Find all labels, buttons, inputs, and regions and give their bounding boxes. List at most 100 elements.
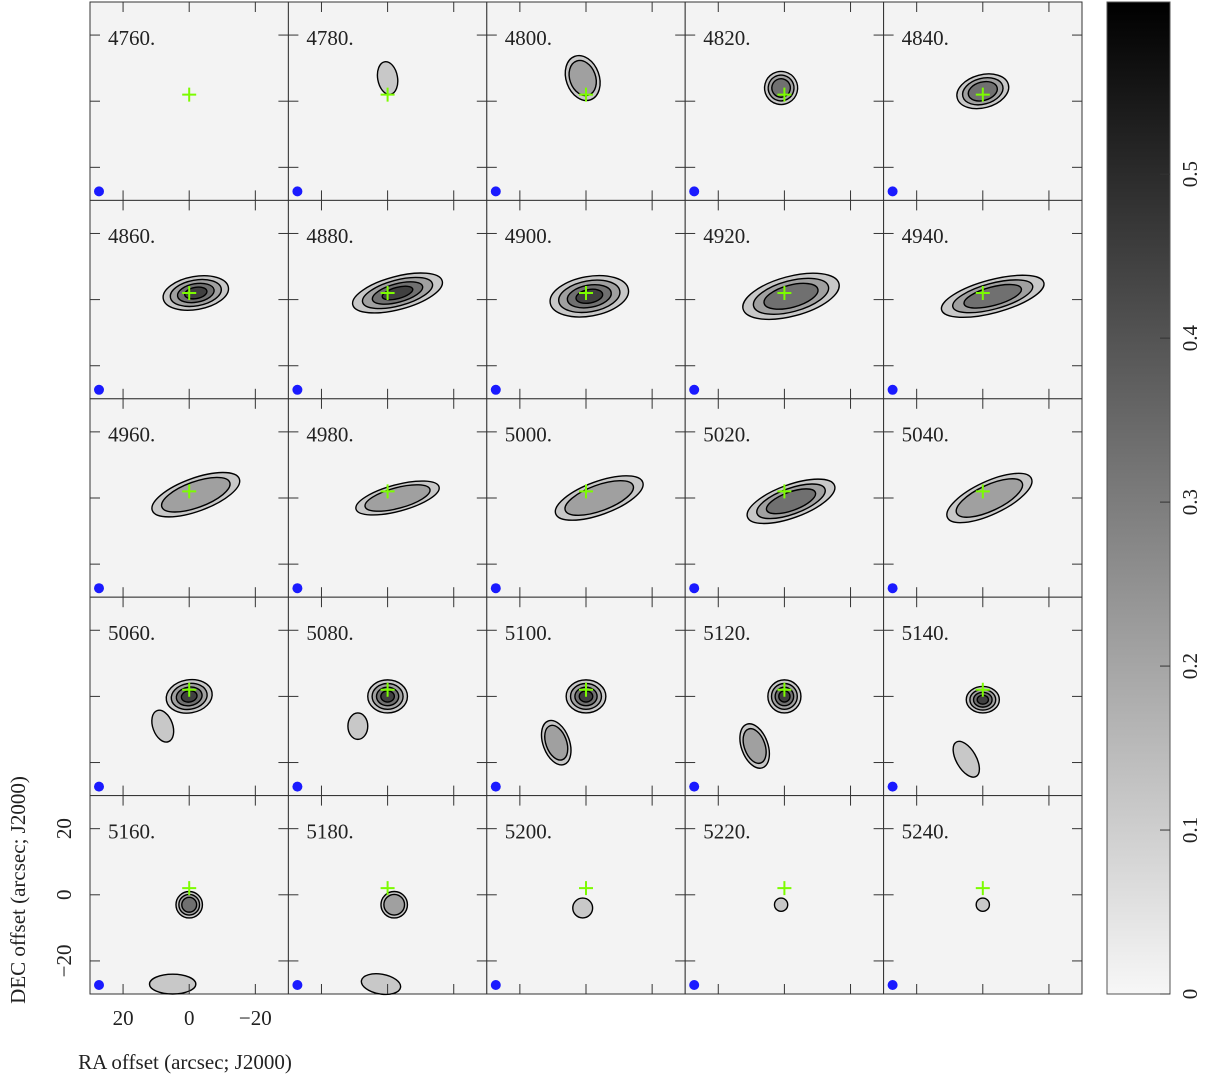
emission-contour [381, 285, 414, 301]
channel-label: 4800. [505, 26, 552, 50]
source-marker [579, 87, 593, 102]
y-axis-label: DEC offset (arcsec; J2000) [6, 776, 30, 1004]
emission-contour [360, 973, 402, 996]
panel: 20 0 −20 −20 0 20 5160. [52, 795, 289, 1030]
source-marker [777, 682, 792, 697]
panel: 4900. [486, 199, 686, 400]
emission-contour [572, 897, 594, 919]
emission-contour [773, 897, 789, 913]
beam [292, 980, 303, 990]
source-marker [579, 285, 593, 300]
source-marker [182, 484, 197, 499]
source-marker [975, 881, 990, 896]
panel: 4840. [883, 1, 1083, 201]
panel: 5040. [883, 398, 1083, 598]
beam [490, 583, 501, 594]
channel-label: 4760. [108, 26, 155, 50]
beam [490, 186, 501, 197]
channel-label: 5180. [306, 819, 353, 843]
channel-label: 5000. [505, 423, 552, 447]
source-marker [579, 682, 593, 697]
source-marker [380, 484, 395, 499]
channel-label: 5040. [902, 423, 949, 447]
emission-contour [160, 476, 231, 513]
channel-label: 5100. [505, 621, 552, 645]
emission-contour [148, 973, 197, 995]
channel-label: 4940. [902, 224, 949, 248]
channel-label: 5080. [306, 621, 353, 645]
beam [292, 186, 303, 197]
panel: 5020. [684, 398, 885, 598]
source-marker [182, 682, 197, 697]
panel: 5200. [486, 795, 686, 995]
channel-label: 4840. [902, 26, 949, 50]
panel: 5100. [486, 596, 686, 797]
x-tick-label: 20 [113, 1006, 134, 1030]
panel: 5080. [287, 596, 488, 797]
source-marker [182, 87, 197, 102]
channel-label: 4860. [108, 224, 155, 248]
source-marker [182, 285, 197, 300]
beam [292, 384, 303, 395]
emission-contour [963, 283, 1023, 309]
beam [887, 781, 898, 792]
emission-contour [544, 724, 569, 761]
channel-label: 4980. [306, 423, 353, 447]
source-marker [975, 285, 990, 300]
emission-contour [955, 478, 1024, 518]
beam [94, 583, 104, 594]
beam [292, 583, 303, 594]
x-tick-label: 0 [184, 1006, 195, 1030]
beam [94, 980, 104, 990]
y-tick-label: 20 [52, 818, 76, 839]
beam [689, 980, 700, 990]
source-marker [380, 682, 395, 697]
beam [94, 384, 104, 395]
colorbar-tick-label: 0.5 [1178, 161, 1202, 187]
panel: 5240. [883, 795, 1083, 995]
beam [292, 781, 303, 792]
beam [490, 384, 501, 395]
beam [887, 980, 898, 990]
colorbar-tick-label: 0.2 [1178, 653, 1202, 679]
panel: 4940. [883, 199, 1083, 400]
source-marker [975, 484, 990, 499]
beam [887, 384, 898, 395]
colorbar-tick-label: 0.1 [1178, 817, 1202, 843]
panel: 4760. [89, 1, 289, 201]
channel-label: 5060. [108, 621, 155, 645]
emission-contour [181, 896, 198, 913]
beam [94, 781, 104, 792]
colorbar-tick-label: 0.4 [1178, 325, 1202, 352]
emission-contour [771, 78, 792, 98]
channel-label: 4880. [306, 224, 353, 248]
source-marker [975, 682, 990, 697]
panel: 4860. [89, 199, 289, 400]
panel: 4920. [684, 199, 885, 400]
panel: 5000. [486, 398, 686, 598]
colorbar-tick-label: 0 [1178, 989, 1202, 1000]
panel: 5220. [684, 795, 885, 995]
source-marker [380, 285, 395, 300]
source-marker [380, 87, 395, 102]
emission-contour [151, 709, 175, 743]
channel-label: 5200. [505, 819, 552, 843]
panel: 4880. [287, 199, 488, 400]
channel-label: 4820. [703, 26, 750, 50]
source-marker [975, 87, 990, 102]
channel-label: 5160. [108, 819, 155, 843]
source-marker [579, 881, 593, 896]
beam [94, 186, 104, 197]
panel: 4780. [287, 1, 488, 201]
emission-contour [564, 479, 635, 517]
panel: 4820. [684, 1, 885, 201]
source-marker [380, 881, 395, 896]
panel: 4960. [89, 398, 289, 598]
emission-contour [347, 712, 369, 741]
y-tick-label: −20 [52, 945, 76, 978]
beam [887, 583, 898, 594]
panel: 5060. [89, 596, 289, 797]
channel-label: 4960. [108, 423, 155, 447]
source-marker [579, 484, 593, 499]
